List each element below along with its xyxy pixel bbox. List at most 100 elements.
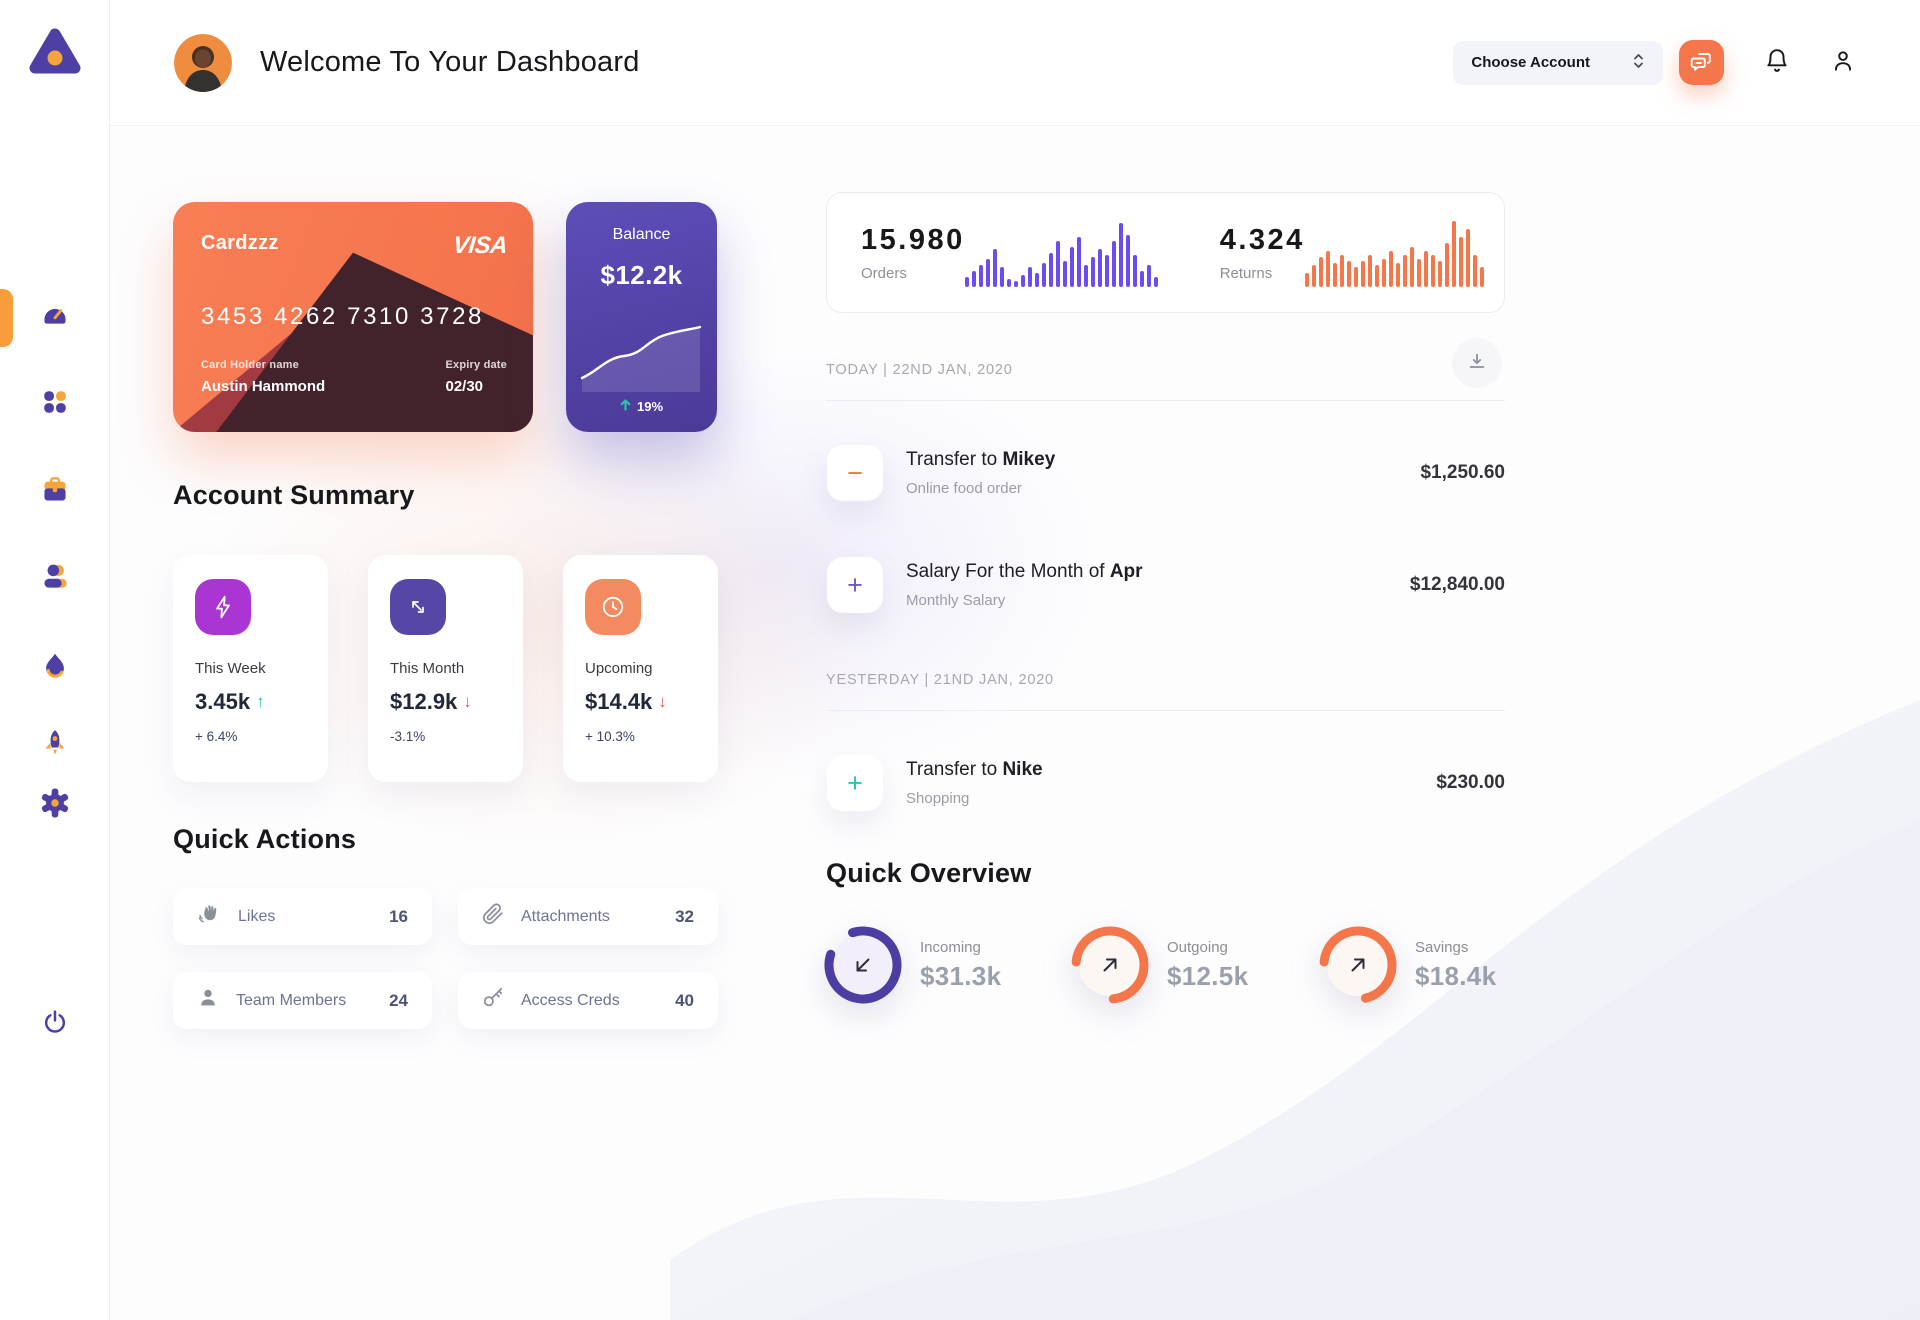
card-holder-label: Card Holder name [201, 359, 299, 371]
action-access-creds[interactable]: Access Creds 40 [458, 972, 718, 1029]
sidebar-item-logout[interactable] [35, 1004, 75, 1044]
action-attachments[interactable]: Attachments 32 [458, 888, 718, 945]
rocket-icon [40, 728, 70, 763]
header: Welcome To Your Dashboard Choose Account [110, 0, 1920, 126]
choose-account-label: Choose Account [1471, 54, 1590, 71]
gauge-savings: Savings $18.4k [1316, 923, 1496, 1007]
transaction-title: Transfer to Mikey [906, 449, 1056, 470]
user-icon [1830, 48, 1856, 77]
summary-card-upcoming: Upcoming $14.4k ↓ + 10.3% [563, 555, 718, 782]
sidebar-item-dashboard[interactable] [35, 297, 75, 337]
up-arrow-icon [620, 399, 631, 414]
action-label: Likes [238, 907, 276, 925]
chat-button[interactable] [1679, 40, 1724, 85]
transactions-group-header-today: TODAY | 22ND JAN, 2020 [826, 362, 1013, 378]
chat-bubbles-icon [1689, 49, 1714, 77]
sidebar-item-trending[interactable] [35, 648, 75, 688]
transaction-amount: $1,250.60 [1420, 462, 1505, 483]
sidebar-item-settings[interactable] [35, 785, 75, 825]
transaction-amount: $12,840.00 [1409, 574, 1505, 595]
grid-dots-icon [41, 388, 69, 421]
gauge-outgoing: Outgoing $12.5k [1068, 923, 1248, 1007]
transaction-row-nike[interactable]: + Transfer to Nike Shopping $230.00 [826, 755, 1505, 811]
returns-value: 4.324 [1219, 223, 1305, 256]
card-number: 3453 4262 7310 3728 [201, 303, 484, 330]
arrow-up-right-icon [1103, 958, 1117, 972]
sidebar-item-work[interactable] [35, 472, 75, 512]
gauge-label: Savings [1415, 938, 1469, 956]
credit-card: Cardzzz VISA 3453 4262 7310 3728 Card Ho… [173, 202, 533, 432]
sidebar-item-team[interactable] [35, 558, 75, 598]
action-count: 24 [389, 990, 408, 1010]
download-icon [1466, 351, 1488, 376]
orders-label: Orders [861, 264, 907, 282]
wave-hand-icon [197, 902, 221, 931]
card-holder-name: Austin Hammond [201, 378, 326, 395]
summary-card-this-week: This Week 3.45k ↑ + 6.4% [173, 555, 328, 782]
sidebar-active-indicator [0, 289, 13, 347]
orders-value: 15.980 [861, 223, 965, 256]
plus-icon: + [827, 755, 883, 811]
power-icon [41, 1008, 69, 1041]
summary-value: 3.45k [195, 689, 251, 714]
returns-bar-chart [1304, 219, 1484, 287]
action-count: 32 [675, 906, 694, 926]
background-wave [670, 700, 1920, 1320]
card-expiry: 02/30 [445, 378, 484, 395]
summary-delta: + 10.3% [585, 729, 635, 744]
profile-button[interactable] [1830, 48, 1856, 77]
team-member-icon [197, 987, 219, 1014]
notifications-button[interactable] [1764, 48, 1790, 77]
bell-icon [1764, 48, 1790, 77]
visa-logo: VISA [451, 232, 509, 259]
balance-change-value: 19% [636, 399, 664, 414]
arrow-up-right-icon [1351, 958, 1365, 972]
chevron-up-down-icon [1632, 52, 1645, 74]
returns-stat: 4.324 Returns [1186, 219, 1512, 287]
summary-period: This Month [390, 660, 465, 677]
sidebar-item-apps[interactable] [35, 384, 75, 424]
quick-overview-title: Quick Overview [826, 858, 1032, 888]
gauge-incoming: Incoming $31.3k [821, 923, 1001, 1007]
paperclip-icon [482, 903, 504, 930]
summary-card-this-month: This Month $12.9k ↓ -3.1% [368, 555, 523, 782]
person-icon [40, 561, 70, 596]
download-button[interactable] [1452, 338, 1502, 388]
summary-delta: + 6.4% [195, 729, 238, 744]
summary-period: This Week [195, 660, 266, 677]
gear-icon [40, 788, 70, 823]
returns-label: Returns [1219, 264, 1273, 282]
action-count: 40 [675, 990, 694, 1010]
transaction-subtitle: Shopping [906, 790, 970, 807]
sidebar-item-launch[interactable] [35, 725, 75, 765]
card-expiry-label: Expiry date [445, 359, 507, 371]
action-label: Attachments [521, 907, 610, 925]
orders-bar-chart [964, 219, 1158, 287]
minus-icon: − [827, 445, 883, 501]
quick-actions-title: Quick Actions [173, 824, 357, 854]
balance-card: Balance $12.2k 19% [566, 202, 717, 432]
balance-label: Balance [612, 226, 671, 243]
action-likes[interactable]: Likes 16 [173, 888, 432, 945]
stats-card: 15.980 Orders 4.324 Returns [826, 192, 1505, 313]
gauge-value: $18.4k [1415, 960, 1497, 991]
speedometer-icon [40, 300, 70, 335]
diagonal-arrows-icon [390, 579, 446, 635]
flame-icon [40, 651, 70, 686]
divider [826, 710, 1505, 711]
action-team-members[interactable]: Team Members 24 [173, 972, 432, 1029]
trend-arrow-icon: ↓ [463, 692, 472, 711]
avatar[interactable] [174, 33, 232, 92]
summary-period: Upcoming [585, 660, 653, 677]
app-logo [27, 26, 83, 82]
briefcase-icon [40, 475, 70, 510]
lightning-icon [195, 579, 251, 635]
sidebar [0, 0, 110, 1320]
transaction-row-salary[interactable]: + Salary For the Month of Apr Monthly Sa… [826, 557, 1505, 613]
transaction-title: Transfer to Nike [906, 759, 1043, 780]
choose-account-dropdown[interactable]: Choose Account [1453, 40, 1663, 85]
trend-arrow-icon: ↓ [658, 692, 667, 711]
card-name: Cardzzz [201, 232, 279, 254]
summary-delta: -3.1% [390, 729, 426, 744]
transaction-row-mikey[interactable]: − Transfer to Mikey Online food order $1… [826, 445, 1505, 501]
